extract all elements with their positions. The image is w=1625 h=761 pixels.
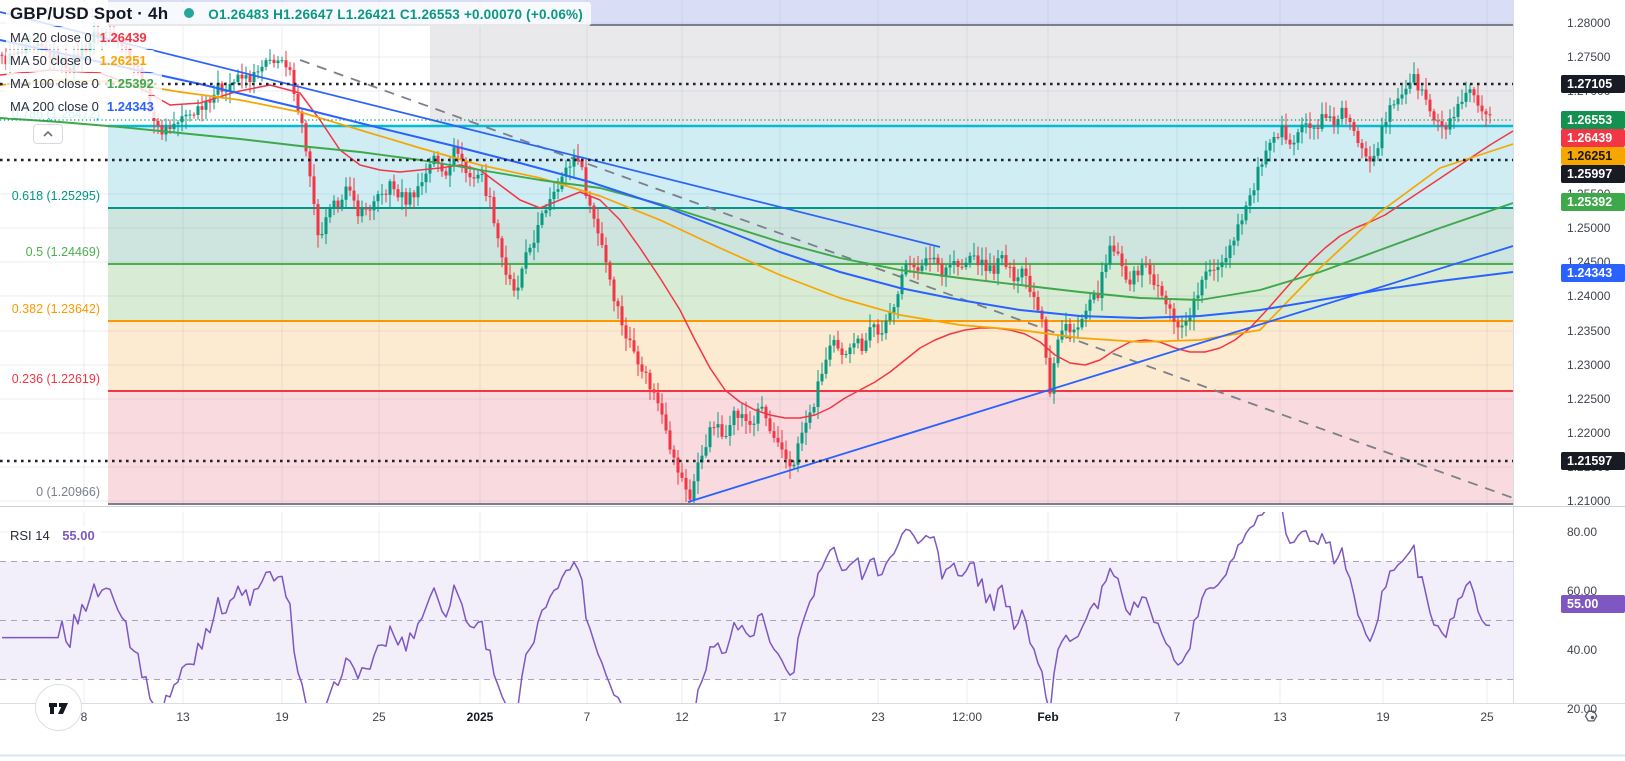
- legend-collapse-button[interactable]: [33, 124, 63, 144]
- axis-tick-label: 1.23500: [1567, 324, 1611, 338]
- price-badge: 1.25997: [1561, 165, 1625, 183]
- time-tick-label: 13: [1273, 710, 1287, 724]
- time-tick-label: 19: [1376, 710, 1390, 724]
- legend: GBP/USD Spot · 4h O1.26483 H1.26647 L1.26…: [6, 2, 591, 119]
- axis-tick-label: 1.24000: [1567, 289, 1611, 303]
- rsi-legend[interactable]: RSI 14 55.00: [8, 526, 101, 546]
- time-tick-label: 23: [871, 710, 885, 724]
- rsi-line: [2, 512, 1491, 703]
- market-status-icon[interactable]: [184, 8, 195, 18]
- ma-line-MA20: [0, 69, 1513, 419]
- indicator-value: 1.26251: [99, 53, 147, 68]
- axis-tick-label: 1.21000: [1567, 494, 1611, 508]
- indicator-label: MA 50 close 0: [10, 53, 92, 68]
- indicator-value: 1.26439: [99, 30, 147, 45]
- time-tick-label: Feb: [1037, 710, 1059, 724]
- ma-line-MA200: [0, 39, 1513, 319]
- price-badge: 55.00: [1561, 595, 1625, 613]
- ma-line-MA100: [0, 117, 1513, 301]
- indicator-legend-row[interactable]: MA 200 close 0 1.24343: [6, 96, 591, 118]
- price-badge: 1.25392: [1561, 193, 1625, 211]
- time-axis-settings-icon[interactable]: [1584, 709, 1601, 726]
- price-badge: 1.26553: [1561, 111, 1625, 129]
- time-tick-label: 17: [773, 710, 787, 724]
- tradingview-logo-icon: [48, 702, 68, 714]
- fib-level-label: 0.618 (1.25295): [11, 189, 100, 203]
- axis-tick-label: 1.27500: [1567, 50, 1611, 64]
- ma-line-MA50: [0, 79, 1513, 343]
- trendline[interactable]: [0, 11, 941, 248]
- axis-tick-label: 20.00: [1567, 702, 1598, 716]
- price-badge: 1.26439: [1561, 129, 1625, 147]
- axis-tick-label: 1.28000: [1567, 16, 1611, 30]
- indicator-label: MA 200 close 0: [10, 99, 99, 114]
- price-badge: 1.26251: [1561, 147, 1625, 165]
- trendline[interactable]: [687, 245, 1513, 503]
- time-tick-label: 12:00: [951, 710, 983, 724]
- axis-tick-label: 1.23000: [1567, 358, 1611, 372]
- time-tick-label: 7: [1173, 710, 1181, 724]
- rsi-label: RSI 14: [10, 528, 50, 543]
- rsi-value: 55.00: [62, 528, 95, 543]
- fib-level-label: 0.382 (1.23642): [11, 302, 100, 316]
- indicator-label: MA 20 close 0: [10, 30, 92, 45]
- indicator-legend-row[interactable]: MA 100 close 0 1.25392: [6, 73, 591, 95]
- axis-tick-label: 40.00: [1567, 643, 1598, 657]
- time-tick-label: 2025: [466, 710, 494, 724]
- price-badge: 1.21597: [1561, 452, 1625, 470]
- time-tick-label: 12: [675, 710, 689, 724]
- axis-tick-label: 80.00: [1567, 525, 1598, 539]
- axis-tick-label: 1.25000: [1567, 221, 1611, 235]
- fib-level-label: 0.5 (1.24469): [25, 245, 100, 259]
- indicator-legend-row[interactable]: MA 50 close 0 1.26251: [6, 50, 591, 72]
- price-pane[interactable]: [0, 0, 1513, 506]
- fib-level-label: 0.236 (1.22619): [11, 372, 100, 386]
- axis-tick-label: 60.00: [1567, 584, 1598, 598]
- time-tick-label: 13: [176, 710, 190, 724]
- time-tick-label: 25: [372, 710, 386, 724]
- indicator-label: MA 100 close 0: [10, 76, 99, 91]
- price-badge: 1.27105: [1561, 75, 1625, 93]
- axis-tick-label: 1.22500: [1567, 392, 1611, 406]
- axis-tick-label: 1.22000: [1567, 426, 1611, 440]
- time-tick-label: 7: [583, 710, 591, 724]
- indicator-legend-row[interactable]: MA 20 close 0 1.26439: [6, 27, 591, 49]
- time-tick-label: 19: [275, 710, 289, 724]
- rsi-pane[interactable]: [0, 508, 1513, 732]
- fib-level-label: 0 (1.20966): [36, 485, 100, 499]
- ohlc-values: O1.26483 H1.26647 L1.26421 C1.26553 +0.0…: [208, 7, 583, 22]
- indicator-value: 1.24343: [106, 99, 154, 114]
- tradingview-logo[interactable]: [35, 684, 82, 731]
- chevron-up-icon: [43, 131, 53, 137]
- symbol-title[interactable]: GBP/USD Spot · 4h: [10, 4, 169, 23]
- indicator-value: 1.25392: [106, 76, 154, 91]
- time-tick-label: 25: [1480, 710, 1494, 724]
- time-tick-label: 8: [80, 710, 88, 724]
- price-badge: 1.24343: [1561, 264, 1625, 282]
